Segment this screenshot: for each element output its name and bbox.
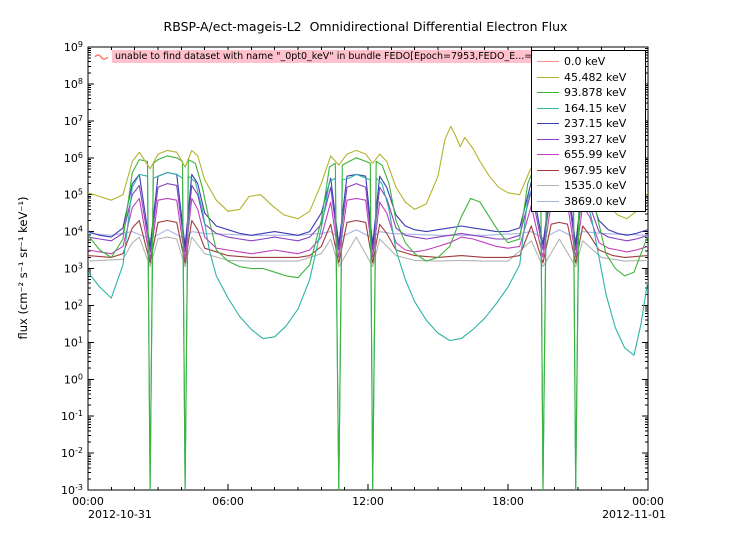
legend-item: 1535.0 keV: [537, 178, 641, 194]
legend-line-sample: [537, 200, 559, 202]
legend-label: 237.15 keV: [564, 117, 627, 131]
legend-label: 93.878 keV: [564, 86, 627, 100]
series-1535-0-kev: [88, 236, 648, 268]
series-967-95-kev: [88, 219, 648, 264]
svg-text:100: 100: [64, 372, 83, 386]
svg-text:2012-11-01: 2012-11-01: [602, 508, 666, 521]
svg-text:106: 106: [64, 151, 83, 165]
legend-line-sample: [537, 138, 559, 140]
series-3869-0-kev: [88, 229, 648, 240]
legend-item: 3869.0 keV: [537, 194, 641, 210]
legend-label: 655.99 keV: [564, 148, 627, 162]
svg-text:12:00: 12:00: [352, 495, 384, 508]
legend-label: 45.482 keV: [564, 70, 627, 84]
legend-item: 164.15 keV: [537, 101, 641, 117]
legend-item: 393.27 keV: [537, 132, 641, 148]
legend-line-sample: [537, 185, 559, 187]
legend-item: 0.0 keV: [537, 54, 641, 70]
svg-text:00:00: 00:00: [632, 495, 664, 508]
legend-item: 967.95 keV: [537, 163, 641, 179]
legend-item: 45.482 keV: [537, 70, 641, 86]
svg-text:06:00: 06:00: [212, 495, 244, 508]
legend-label: 164.15 keV: [564, 101, 627, 115]
svg-text:103: 103: [64, 262, 83, 276]
legend-line-sample: [537, 154, 559, 156]
legend-item: 93.878 keV: [537, 85, 641, 101]
legend-item: 237.15 keV: [537, 116, 641, 132]
legend-label: 0.0 keV: [564, 55, 606, 69]
svg-text:10-2: 10-2: [61, 446, 83, 460]
svg-text:10-1: 10-1: [61, 409, 83, 423]
legend-item: 655.99 keV: [537, 147, 641, 163]
legend-line-sample: [537, 107, 559, 109]
axis-labels: 10-310-210-11001011021031041051061071081…: [61, 40, 666, 521]
warning-message[interactable]: unable to find dataset with name "_0pt0_…: [94, 50, 646, 63]
svg-text:104: 104: [64, 225, 83, 239]
legend-label: 1535.0 keV: [564, 179, 627, 193]
legend[interactable]: 0.0 keV 45.482 keV 93.878 keV 164.15 keV 237…: [531, 50, 646, 212]
svg-text:105: 105: [64, 188, 83, 202]
legend-line-sample: [537, 61, 559, 63]
svg-text:00:00: 00:00: [72, 495, 104, 508]
legend-label: 3869.0 keV: [564, 194, 627, 208]
warning-text: unable to find dataset with name "_0pt0_…: [112, 50, 646, 63]
svg-text:108: 108: [64, 77, 83, 91]
svg-text:107: 107: [64, 114, 83, 128]
legend-label: 967.95 keV: [564, 163, 627, 177]
squiggle-icon: [94, 53, 109, 60]
legend-line-sample: [537, 123, 559, 125]
svg-text:101: 101: [64, 335, 83, 349]
legend-line-sample: [537, 92, 559, 94]
legend-line-sample: [537, 169, 559, 171]
svg-text:18:00: 18:00: [492, 495, 524, 508]
plot-title: RBSP-A/ect-mageis-L2 Omnidirectional Dif…: [163, 19, 568, 34]
legend-line-sample: [537, 76, 559, 78]
svg-text:102: 102: [64, 298, 83, 312]
legend-label: 393.27 keV: [564, 132, 627, 146]
svg-text:2012-10-31: 2012-10-31: [88, 508, 152, 521]
svg-text:109: 109: [64, 40, 83, 54]
